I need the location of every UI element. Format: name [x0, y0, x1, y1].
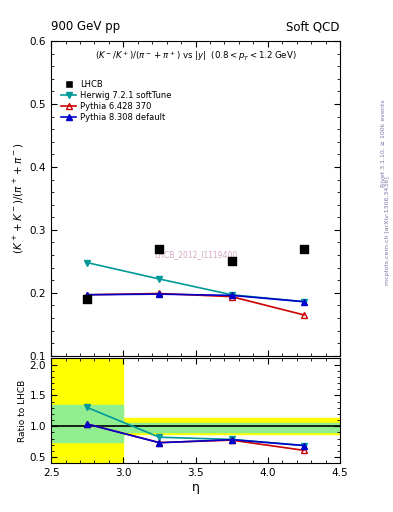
- Text: Rivet 3.1.10, ≥ 100k events: Rivet 3.1.10, ≥ 100k events: [380, 99, 385, 187]
- Text: 900 GeV pp: 900 GeV pp: [51, 20, 120, 33]
- Y-axis label: Ratio to LHCB: Ratio to LHCB: [18, 380, 27, 442]
- Pythia 8.308 default: [229, 292, 234, 298]
- Pythia 6.428 370: [85, 292, 90, 298]
- Text: $(K^-/K^+)/(\pi^-+\pi^+)$ vs $|y|$  $(0.8 < p_T < 1.2$ GeV$)$: $(K^-/K^+)/(\pi^-+\pi^+)$ vs $|y|$ $(0.8…: [95, 49, 296, 62]
- Text: LHCB_2012_I1119400: LHCB_2012_I1119400: [154, 250, 237, 260]
- Pythia 6.428 370: [157, 290, 162, 296]
- Herwig 7.2.1 softTune: [157, 276, 162, 282]
- X-axis label: η: η: [191, 481, 200, 494]
- Text: mcplots.cern.ch [arXiv:1306.3436]: mcplots.cern.ch [arXiv:1306.3436]: [386, 176, 390, 285]
- LHCB: [228, 257, 235, 265]
- Pythia 8.308 default: [85, 292, 90, 298]
- Line: Pythia 8.308 default: Pythia 8.308 default: [84, 291, 307, 305]
- Text: Soft QCD: Soft QCD: [286, 20, 340, 33]
- Y-axis label: $(K^+ + K^-)/(\pi^+ + \pi^-)$: $(K^+ + K^-)/(\pi^+ + \pi^-)$: [11, 142, 26, 254]
- LHCB: [301, 245, 307, 253]
- Pythia 8.308 default: [301, 298, 306, 305]
- Line: Pythia 6.428 370: Pythia 6.428 370: [84, 290, 307, 318]
- Pythia 8.308 default: [157, 291, 162, 297]
- Legend: LHCB, Herwig 7.2.1 softTune, Pythia 6.428 370, Pythia 8.308 default: LHCB, Herwig 7.2.1 softTune, Pythia 6.42…: [58, 77, 174, 125]
- LHCB: [84, 295, 90, 303]
- Herwig 7.2.1 softTune: [301, 298, 306, 305]
- Pythia 6.428 370: [301, 312, 306, 318]
- Pythia 6.428 370: [229, 293, 234, 300]
- Herwig 7.2.1 softTune: [85, 260, 90, 266]
- Herwig 7.2.1 softTune: [229, 292, 234, 298]
- LHCB: [156, 245, 163, 253]
- Line: Herwig 7.2.1 softTune: Herwig 7.2.1 softTune: [84, 259, 307, 305]
